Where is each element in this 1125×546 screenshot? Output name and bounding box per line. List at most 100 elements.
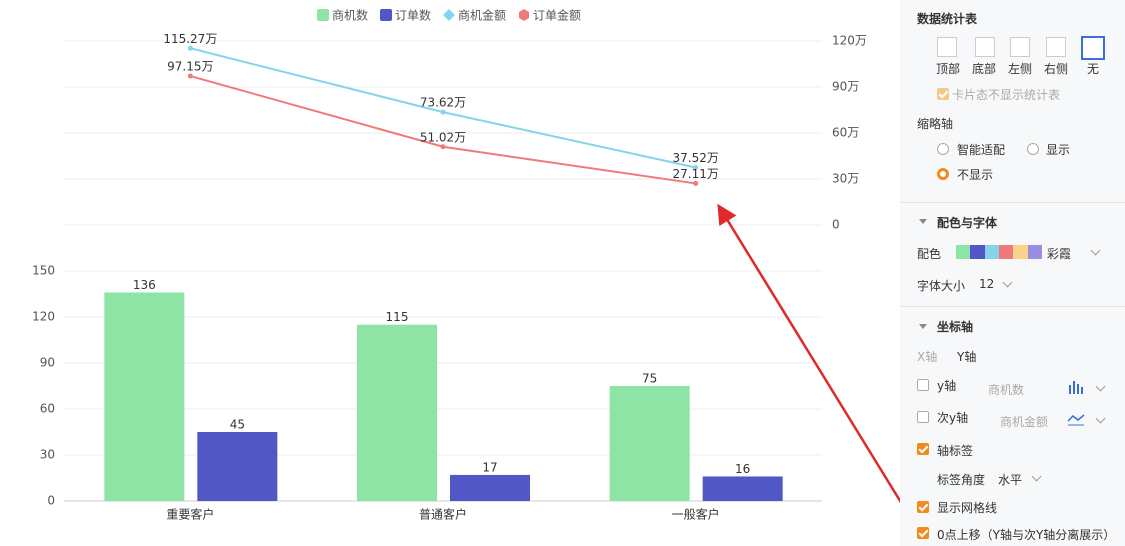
checkbox-label: 轴标签	[937, 444, 974, 458]
bar-value-label: 17	[482, 460, 497, 474]
line-point	[187, 73, 193, 79]
position-label: 顶部	[936, 62, 961, 76]
checkbox[interactable]	[917, 501, 929, 513]
line-point	[693, 164, 699, 170]
bar-value-label: 115	[386, 310, 409, 324]
section-title: 配色与字体	[937, 216, 998, 230]
y2-tick-label: 0	[832, 218, 840, 232]
line-value-label: 51.02万	[420, 130, 466, 144]
line-value-label: 97.15万	[167, 60, 213, 74]
checkbox[interactable]	[917, 411, 929, 423]
field-name: 商机金额	[1000, 415, 1049, 429]
y2-tick-label: 90万	[832, 80, 859, 94]
section-title: 缩略轴	[917, 117, 954, 131]
y-tick-label: 0	[47, 494, 55, 508]
bar	[197, 432, 278, 501]
dropdown-icon[interactable]	[1002, 277, 1013, 288]
position-option[interactable]	[937, 37, 957, 57]
position-label: 无	[1087, 62, 1100, 76]
line-point	[693, 180, 699, 186]
collapse-icon[interactable]	[919, 219, 927, 224]
tab[interactable]: X轴	[917, 350, 938, 364]
line-point	[440, 109, 446, 115]
bar-value-label: 75	[642, 372, 657, 386]
checkbox[interactable]	[917, 527, 929, 539]
bar-value-label: 16	[735, 462, 750, 476]
section-title: 数据统计表	[917, 12, 978, 26]
collapse-icon[interactable]	[919, 324, 927, 329]
legend-marker	[380, 9, 392, 21]
legend-label: 商机金额	[458, 8, 506, 23]
bar	[450, 474, 530, 501]
line-value-label: 115.27万	[163, 32, 217, 46]
y2-tick-label: 120万	[832, 34, 867, 48]
field-name: 商机数	[988, 383, 1025, 397]
bar	[609, 386, 690, 501]
x-tick-label: 重要客户	[166, 507, 214, 522]
bar-icon[interactable]	[1068, 380, 1084, 394]
field-label: 字体大小	[917, 279, 966, 293]
dropdown-icon[interactable]	[1095, 381, 1106, 392]
position-option[interactable]	[1081, 36, 1105, 60]
line-icon[interactable]	[1067, 412, 1085, 426]
legend-marker	[519, 9, 529, 21]
legend-label: 订单数	[395, 8, 431, 23]
x-tick-label: 普通客户	[419, 507, 467, 522]
palette-name: 彩霞	[1047, 247, 1072, 261]
palette-swatches[interactable]	[956, 245, 1042, 259]
field-label: 配色	[917, 247, 942, 261]
line-value-label: 27.11万	[672, 167, 718, 181]
checkbox[interactable]	[917, 379, 929, 391]
checkbox-label: 次y轴	[937, 411, 969, 425]
bar	[702, 476, 783, 501]
checkbox-label: y轴	[937, 379, 957, 393]
field-label: 标签角度	[937, 473, 986, 487]
bar	[357, 324, 437, 501]
line-point	[440, 144, 446, 150]
dropdown-icon[interactable]	[1031, 471, 1042, 482]
dropdown-icon[interactable]	[1090, 245, 1101, 256]
legend-marker	[317, 9, 329, 21]
divider	[900, 306, 1125, 307]
y2-tick-label: 60万	[832, 126, 859, 140]
settings-panel: 数据统计表 顶部 底部 左侧 右侧 无 卡片态不显示统计表 缩略轴 智能适配 显…	[900, 0, 1125, 546]
radio-label: 智能适配	[957, 143, 1006, 157]
y-tick-label: 120	[32, 310, 55, 324]
radio-label: 不显示	[957, 168, 994, 182]
font-size-value[interactable]: 12	[979, 277, 995, 291]
y-tick-label: 90	[40, 356, 55, 370]
checkbox	[937, 88, 949, 100]
bar	[104, 292, 185, 501]
bar-value-label: 45	[230, 418, 245, 432]
y2-tick-label: 30万	[832, 172, 859, 186]
line-value-label: 37.52万	[672, 151, 718, 165]
radio[interactable]	[937, 168, 949, 180]
label-angle-value[interactable]: 水平	[998, 473, 1023, 487]
position-option[interactable]	[1010, 37, 1030, 57]
checkbox-label: 0点上移（Y轴与次Y轴分离展示）	[937, 528, 1116, 542]
position-label: 右侧	[1044, 62, 1069, 76]
legend-label: 商机数	[332, 8, 368, 23]
y-tick-label: 60	[40, 402, 55, 416]
checkbox-label: 显示网格线	[937, 501, 998, 515]
radio[interactable]	[1027, 143, 1039, 155]
y-tick-label: 30	[40, 448, 55, 462]
section-title: 坐标轴	[937, 320, 974, 334]
line-value-label: 73.62万	[420, 96, 466, 110]
y-tick-label: 150	[32, 264, 55, 278]
position-option[interactable]	[1046, 37, 1066, 57]
position-label: 左侧	[1008, 62, 1033, 76]
x-tick-label: 一般客户	[672, 507, 720, 522]
radio[interactable]	[937, 143, 949, 155]
dropdown-icon[interactable]	[1095, 413, 1106, 424]
position-label: 底部	[972, 62, 997, 76]
tab[interactable]: Y轴	[957, 350, 977, 364]
legend-label: 订单金额	[533, 8, 581, 23]
checkbox[interactable]	[917, 443, 929, 455]
divider	[900, 202, 1125, 203]
checkbox-label: 卡片态不显示统计表	[952, 88, 1061, 102]
position-option[interactable]	[975, 37, 995, 57]
radio-label: 显示	[1046, 143, 1071, 157]
line-point	[187, 45, 193, 51]
